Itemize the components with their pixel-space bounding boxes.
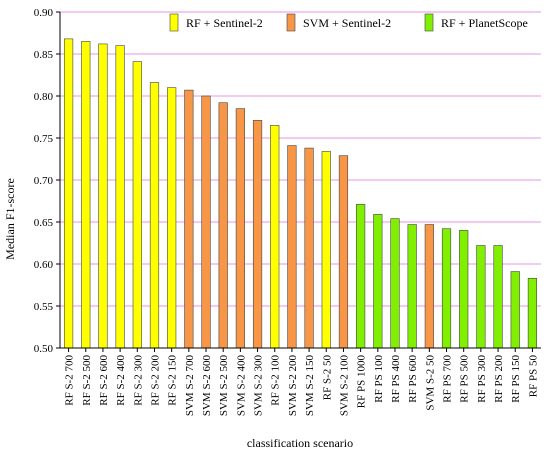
bar xyxy=(338,155,349,349)
x-tick-label: SVM S-2 200 xyxy=(287,355,299,417)
bar xyxy=(235,108,245,349)
bar xyxy=(270,125,280,349)
x-tick-label: RF PS 100 xyxy=(373,355,385,403)
y-tick-label: 0.85 xyxy=(34,49,54,61)
bar xyxy=(390,218,400,349)
bar xyxy=(81,41,91,349)
legend-label: RF + PlanetScope xyxy=(441,16,528,30)
bar xyxy=(132,61,142,349)
bar xyxy=(252,120,263,349)
bar xyxy=(167,87,177,349)
bar xyxy=(373,214,383,349)
y-tick-label: 0.60 xyxy=(34,259,54,271)
x-tick-label: SVM S-2 150 xyxy=(304,355,316,417)
bar xyxy=(527,277,538,349)
bar xyxy=(321,151,331,349)
bar xyxy=(510,271,520,349)
x-tick-label: RF PS 200 xyxy=(493,355,505,403)
x-tick-labels: RF S-2 700 RF S-2 500 RF S-2 600 RF S-2 400… xyxy=(64,355,540,417)
bars xyxy=(63,38,538,349)
y-tick-label: 0.75 xyxy=(34,133,54,145)
x-tick-label: RF PS 300 xyxy=(476,355,488,403)
bar xyxy=(184,89,194,349)
x-tick-label: SVM S-2 700 xyxy=(184,355,196,417)
bar xyxy=(493,245,503,349)
x-tick-label: RF S-2 500 xyxy=(81,355,93,406)
x-tick-label: RF S-2 600 xyxy=(98,355,110,406)
y-tick-label: 0.55 xyxy=(34,301,54,313)
bar xyxy=(441,228,452,349)
x-tick-label: RF S-2 200 xyxy=(149,355,161,406)
x-tick-label: RF S-2 300 xyxy=(132,355,144,406)
legend-swatch xyxy=(424,13,434,32)
x-tick-label: SVM S-2 500 xyxy=(218,355,230,417)
x-tick-label: RF PS 150 xyxy=(510,355,522,403)
x-tick-label: RF S-2 150 xyxy=(167,355,179,406)
bar xyxy=(356,204,366,349)
x-tick-label: RF S-2 100 xyxy=(270,355,282,406)
bar xyxy=(115,45,125,349)
bar xyxy=(201,95,211,349)
x-tick-label: RF S-2 400 xyxy=(115,355,127,406)
bar xyxy=(476,245,486,349)
x-tick-label: SVM S-2 600 xyxy=(201,355,213,417)
x-axis-title: classification scenario xyxy=(247,436,353,450)
grid-lines xyxy=(60,11,541,307)
y-tick-label: 0.70 xyxy=(34,175,54,187)
legend-label: RF + Sentinel-2 xyxy=(186,16,263,30)
legend-swatch xyxy=(169,13,179,32)
x-tick-label: SVM S-2 300 xyxy=(253,355,265,417)
y-axis-title: Median F1-score xyxy=(3,178,17,260)
x-tick-label: RF S-2 50 xyxy=(321,355,333,401)
bar xyxy=(149,82,160,349)
x-tick-label: RF PS 500 xyxy=(459,355,471,403)
y-tick-label: 0.90 xyxy=(34,7,54,19)
y-tick-label: 0.80 xyxy=(34,91,54,103)
bar xyxy=(407,224,417,349)
x-tick-label: RF PS 1000 xyxy=(356,355,368,409)
x-tick-label: SVM S-2 400 xyxy=(235,355,247,417)
x-tick-label: RF PS 700 xyxy=(442,355,454,403)
legend-swatch xyxy=(286,13,296,32)
x-tick-label: SVM S-2 50 xyxy=(424,355,436,411)
y-tick-labels: 0.50 0.55 0.60 0.65 0.70 0.75 0.80 0.85 0.90 xyxy=(34,7,54,355)
bar xyxy=(304,147,314,349)
y-tick-label: 0.65 xyxy=(34,217,54,229)
bar xyxy=(63,38,74,349)
bar xyxy=(424,224,434,349)
legend-label: SVM + Sentinel-2 xyxy=(303,16,391,30)
bar xyxy=(459,230,469,349)
legend: RF + Sentinel-2 SVM + Sentinel-2 RF + Plan… xyxy=(169,13,528,32)
x-tick-label: RF PS 50 xyxy=(527,355,539,398)
bar xyxy=(98,43,108,349)
bar xyxy=(218,102,228,349)
x-tick-label: RF S-2 700 xyxy=(64,355,76,406)
x-tick-label: RF PS 600 xyxy=(407,355,419,403)
x-tick-label: SVM S-2 100 xyxy=(338,355,350,417)
axes xyxy=(56,11,541,352)
x-tick-label: RF PS 400 xyxy=(390,355,402,403)
bar xyxy=(287,145,297,349)
y-tick-label: 0.50 xyxy=(34,343,54,355)
